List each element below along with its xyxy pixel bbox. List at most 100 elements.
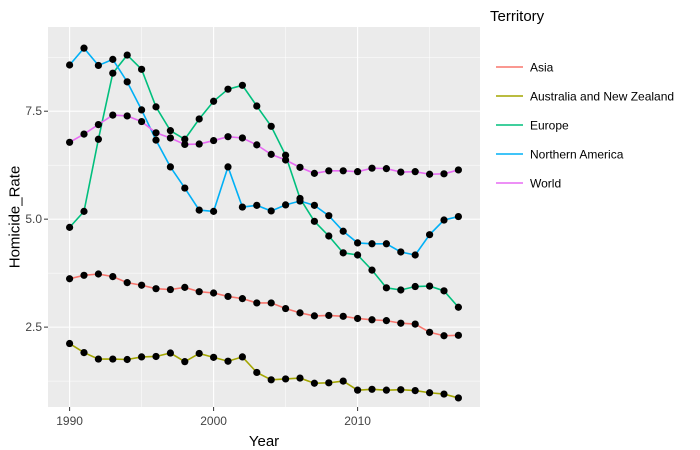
- data-point-asia: [109, 272, 117, 281]
- series-points: [66, 44, 462, 402]
- data-point-australia-and-new-zealand: [440, 390, 448, 398]
- legend-label-northern-america: Northern America: [530, 148, 624, 162]
- data-point-northern-america: [325, 212, 333, 220]
- data-point-asia: [210, 289, 218, 297]
- data-point-world: [339, 167, 347, 175]
- data-point-northern-america: [66, 61, 74, 69]
- data-point-europe: [397, 286, 405, 294]
- data-point-world: [138, 117, 146, 126]
- data-point-northern-america: [282, 201, 290, 209]
- data-point-northern-america: [339, 227, 347, 235]
- data-point-northern-america: [310, 201, 318, 209]
- major-gridlines: [48, 27, 480, 407]
- x-tick-label: 1990: [56, 414, 83, 428]
- legend-label-europe: Europe: [530, 119, 569, 133]
- data-point-world: [123, 112, 131, 120]
- data-point-world: [440, 170, 448, 178]
- data-point-australia-and-new-zealand: [166, 349, 174, 357]
- data-point-asia: [66, 275, 74, 283]
- data-point-world: [454, 166, 462, 174]
- data-point-northern-america: [368, 240, 376, 248]
- data-point-world: [195, 140, 203, 148]
- data-point-europe: [80, 207, 88, 215]
- data-point-europe: [339, 249, 347, 257]
- data-point-northern-america: [426, 231, 434, 239]
- data-point-world: [80, 130, 88, 138]
- data-point-asia: [152, 285, 160, 293]
- data-point-northern-america: [440, 216, 448, 224]
- data-point-australia-and-new-zealand: [94, 355, 102, 363]
- data-point-australia-and-new-zealand: [181, 358, 189, 366]
- data-point-australia-and-new-zealand: [109, 355, 117, 363]
- data-point-europe: [210, 97, 218, 105]
- data-point-world: [397, 168, 405, 176]
- legend-label-australia-and-new-zealand: Australia and New Zealand: [530, 90, 674, 104]
- data-point-world: [210, 136, 218, 145]
- data-point-europe: [454, 303, 462, 311]
- data-point-europe: [325, 232, 333, 240]
- data-point-europe: [123, 51, 131, 59]
- legend-label-asia: Asia: [530, 61, 554, 75]
- data-point-europe: [94, 135, 102, 143]
- data-point-australia-and-new-zealand: [411, 386, 419, 395]
- data-point-world: [282, 156, 290, 164]
- data-point-australia-and-new-zealand: [310, 379, 318, 387]
- data-point-asia: [296, 309, 304, 317]
- data-point-australia-and-new-zealand: [397, 386, 405, 394]
- data-point-europe: [109, 69, 117, 77]
- data-point-australia-and-new-zealand: [282, 375, 290, 383]
- data-point-asia: [310, 312, 318, 320]
- data-point-asia: [224, 292, 232, 301]
- data-point-europe: [138, 65, 146, 73]
- data-point-world: [253, 141, 261, 149]
- data-point-asia: [166, 285, 174, 294]
- series-line-australia-and-new-zealand: [69, 342, 459, 399]
- data-point-world: [181, 140, 189, 149]
- data-point-northern-america: [382, 240, 390, 248]
- data-point-australia-and-new-zealand: [354, 386, 362, 394]
- data-point-asia: [325, 311, 333, 320]
- data-point-australia-and-new-zealand: [138, 353, 146, 361]
- data-point-europe: [66, 223, 74, 231]
- legend-title: Territory: [490, 8, 545, 25]
- data-point-australia-and-new-zealand: [152, 352, 160, 361]
- y-axis-ticks: 2.5 5.0 7.5: [25, 104, 48, 334]
- data-point-northern-america: [397, 248, 405, 256]
- data-point-northern-america: [296, 197, 304, 205]
- data-point-australia-and-new-zealand: [123, 355, 131, 364]
- data-point-world: [152, 129, 160, 137]
- data-point-asia: [195, 288, 203, 296]
- data-point-northern-america: [166, 163, 174, 171]
- x-axis-ticks: 1990 2000 2010: [56, 407, 371, 428]
- data-point-asia: [354, 314, 362, 323]
- data-point-asia: [426, 328, 434, 336]
- data-point-asia: [94, 270, 102, 278]
- data-point-asia: [80, 271, 88, 279]
- data-point-northern-america: [138, 106, 146, 114]
- data-point-europe: [310, 217, 318, 225]
- data-point-northern-america: [109, 55, 117, 63]
- data-point-asia: [454, 331, 462, 339]
- data-point-northern-america: [354, 239, 362, 247]
- data-point-europe: [166, 127, 174, 135]
- data-point-asia: [138, 281, 146, 289]
- data-point-world: [66, 138, 74, 146]
- data-point-europe: [426, 282, 434, 290]
- series-line-europe: [69, 53, 460, 308]
- data-point-asia: [123, 279, 131, 287]
- data-point-northern-america: [454, 212, 462, 221]
- data-point-northern-america: [181, 184, 189, 192]
- data-point-northern-america: [253, 201, 261, 209]
- data-point-world: [224, 133, 232, 141]
- data-point-europe: [368, 266, 376, 274]
- data-point-northern-america: [267, 207, 275, 215]
- data-point-northern-america: [411, 251, 419, 259]
- legend: Territory Asia Australia and New Zealand E…: [490, 8, 674, 191]
- data-point-australia-and-new-zealand: [296, 374, 304, 382]
- legend-label-world: World: [530, 177, 561, 191]
- data-point-australia-and-new-zealand: [368, 385, 376, 393]
- series-line-asia: [69, 273, 459, 337]
- data-point-asia: [368, 316, 376, 324]
- data-point-australia-and-new-zealand: [382, 386, 390, 394]
- data-point-northern-america: [152, 136, 160, 144]
